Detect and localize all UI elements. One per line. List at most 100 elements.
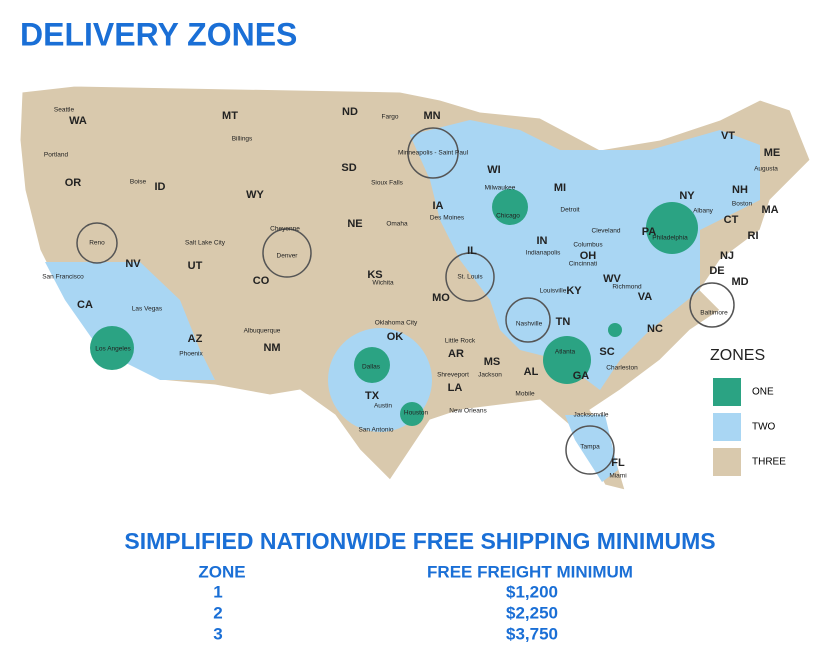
state-label: ME [764,147,781,159]
state-label: CO [253,275,270,287]
city-label: Oklahoma City [375,320,418,327]
state-label: MT [222,110,238,122]
state-label: OR [65,177,82,189]
state-label: PA [642,226,657,238]
city-label: St. Louis [457,274,483,281]
state-label: WI [487,164,500,176]
city-label: Dallas [362,364,381,371]
city-circle [76,222,118,264]
legend-label: THREE [752,457,786,468]
city-label: Baltimore [700,310,728,317]
city-label: Portland [44,152,69,159]
city-label: Los Angeles [95,346,131,353]
cell: 1 [213,582,222,601]
cell: 2 [213,603,222,622]
map-labels: WA MT ND MN OR ID WY SD WI MI VT ME NH MA NY CT RI IA NE IL… [42,106,780,480]
legend-title: ZONES [710,347,765,364]
legend-swatch [713,413,741,441]
state-label: RI [748,230,759,242]
cell: $2,250 [506,603,558,622]
title: DELIVERY ZONES [20,16,297,52]
city-label: Cleveland [592,228,621,235]
state-label: KS [367,269,382,281]
zone-one-area [543,336,591,384]
state-label: NY [679,190,695,202]
zone-two-west [45,262,215,380]
zone-one-area [90,326,134,370]
city-label: Columbus [573,242,603,249]
state-label: MA [761,204,778,216]
legend-swatch [713,448,741,476]
zone-one-area [608,323,622,337]
city-circle [689,282,735,328]
city-circle [505,297,551,343]
city-label: Cheyenne [270,226,300,233]
city-label: Charleston [606,365,638,372]
city-circles [76,127,735,475]
state-label: GA [573,370,590,382]
state-label: WV [603,273,621,285]
zone-one-area [492,189,528,225]
city-label: Miami [609,473,626,480]
table-title: SIMPLIFIED NATIONWIDE FREE SHIPPING MINI… [124,528,715,554]
city-label: Milwaukee [485,185,516,192]
city-label: Little Rock [445,338,476,345]
state-label: SD [341,162,356,174]
city-label: Detroit [560,207,579,214]
city-label: Chicago [496,213,520,220]
state-label: TN [556,316,571,328]
city-label: Reno [89,240,105,247]
state-label: AR [448,348,464,360]
state-label: NE [347,218,362,230]
state-label: NV [125,258,141,270]
city-label: Wichita [372,280,394,287]
cell: 3 [213,624,222,643]
table: SIMPLIFIED NATIONWIDE FREE SHIPPING MINI… [124,528,715,643]
state-label: ND [342,106,358,118]
state-label: OK [387,331,404,343]
state-label: NC [647,323,663,335]
state-label: NJ [720,250,734,262]
state-label: IN [537,235,548,247]
city-label: Denver [277,253,299,260]
state-label: NM [263,342,280,354]
city-label: San Antonio [358,427,393,434]
city-label: Houston [404,410,429,417]
state-label: TX [365,390,380,402]
zone-one-area [400,402,424,426]
city-label: Albuquerque [244,328,281,335]
state-label: DE [709,265,724,277]
state-label: MS [484,356,501,368]
state-label: NH [732,184,748,196]
city-circle [407,127,459,179]
city-label: Albany [693,208,714,215]
legend: ZONES ONE TWO THREE [710,347,786,476]
city-label: Augusta [754,166,778,173]
city-label: Cincinnati [569,261,598,268]
zone-one-area [646,202,698,254]
city-label: Atlanta [555,349,576,356]
city-label: Seattle [54,107,75,114]
city-label: Minneapolis - Saint Paul [398,150,469,157]
city-label: Philadelphia [652,235,688,242]
zone-one [90,189,698,426]
city-label: Tampa [580,444,600,451]
state-label: FL [611,457,625,469]
city-label: Jackson [478,372,502,379]
legend-swatch [713,378,741,406]
state-label: VT [721,130,735,142]
state-label: WA [69,115,87,127]
city-label: Phoenix [179,351,203,358]
state-label: CT [724,214,739,226]
zone-two-east [410,120,760,390]
city-circle [445,252,495,302]
state-label: AZ [188,333,203,345]
city-label: Sioux Falls [371,180,404,187]
city-label: Shreveport [437,372,469,379]
state-label: LA [448,382,463,394]
city-label: Las Vegas [132,306,163,313]
city-label: San Francisco [42,274,84,281]
city-label: Boise [130,179,147,186]
city-label: Des Moines [430,215,465,222]
